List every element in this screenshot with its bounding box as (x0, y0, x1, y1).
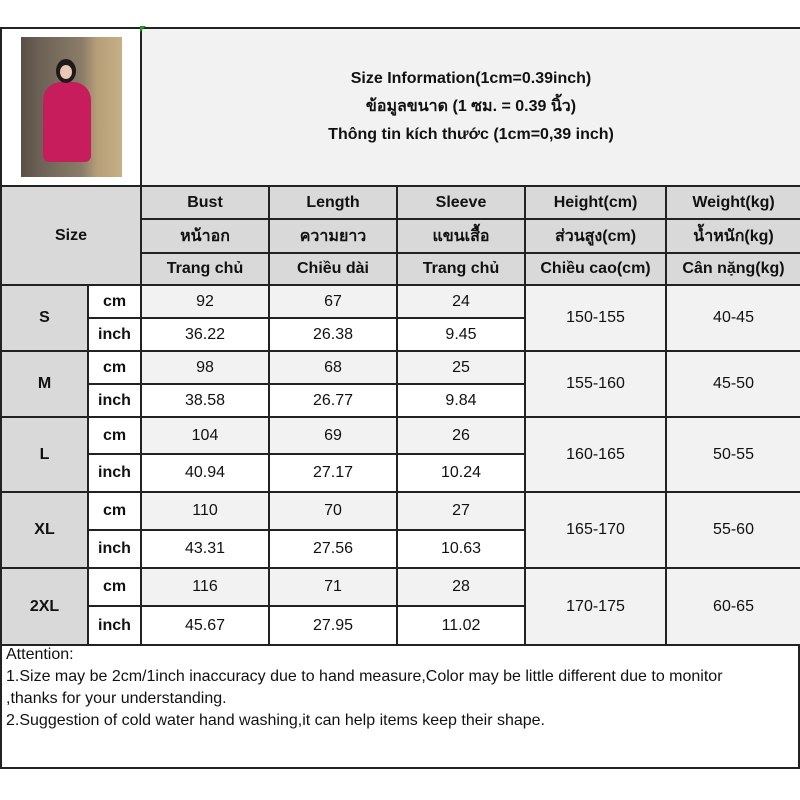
header-height: Chiều cao(cm) (524, 252, 667, 286)
sleeve-value: 11.02 (396, 605, 526, 646)
unit-label: inch (87, 453, 142, 493)
length-value: 27.56 (268, 529, 398, 569)
header-weight: Cân nặng(kg) (664, 252, 800, 286)
header-weight: Weight(kg) (664, 185, 800, 220)
length-value: 68 (268, 350, 398, 385)
header-sleeve: Sleeve (396, 185, 526, 220)
header-row: หน้าอก ความยาว แขนเสื้อ ส่วนสูง(cm) น้ำหนัก(… (1, 218, 800, 254)
unit-label: inch (87, 383, 142, 418)
bust-value: 116 (140, 567, 270, 607)
bust-value: 40.94 (140, 453, 270, 493)
length-value: 67 (268, 284, 398, 319)
size-chart-table: Size Information(1cm=0.39inch) ข้อมูลขนา… (0, 27, 800, 646)
unit-label: cm (87, 416, 142, 455)
weight-range: 50-55 (664, 416, 800, 493)
unit-label: inch (87, 529, 142, 569)
bust-value: 110 (140, 491, 270, 531)
weight-range: 55-60 (664, 491, 800, 569)
header-length: Length (268, 185, 398, 220)
attention-line: 2.Suggestion of cold water hand washing,… (6, 712, 545, 729)
product-photo-cell (0, 27, 142, 187)
size-label: L (0, 416, 89, 493)
unit-label: cm (87, 491, 142, 531)
weight-range: 45-50 (664, 350, 800, 418)
bust-value: 43.31 (140, 529, 270, 569)
height-range: 160-165 (524, 416, 667, 493)
sleeve-value: 10.63 (396, 529, 526, 569)
header-row: Trang chủ Chiều dài Trang chủ Chiều cao(cm)… (1, 252, 800, 286)
unit-label: cm (87, 567, 142, 607)
table-row: inch 36.22 26.38 9.45 (1, 317, 800, 352)
header-height: ส่วนสูง(cm) (524, 218, 667, 254)
unit-label: inch (87, 605, 142, 646)
sleeve-value: 27 (396, 491, 526, 531)
height-range: 170-175 (524, 567, 667, 646)
header-bust: Trang chủ (140, 252, 270, 286)
height-range: 165-170 (524, 491, 667, 569)
attention-notes: Attention: 1.Size may be 2cm/1inch inacc… (0, 644, 800, 769)
header-row: Size Bust Length Sleeve Height(cm) Weight(kg) (0, 185, 800, 286)
height-range: 150-155 (524, 284, 667, 352)
sleeve-value: 9.45 (396, 317, 526, 352)
table-row: inch 43.31 27.56 10.63 (1, 529, 800, 569)
title-thai: ข้อมูลขนาด (1 ซม. = 0.39 นิ้ว) (365, 98, 577, 115)
length-value: 26.38 (268, 317, 398, 352)
table-row: inch 45.67 27.95 11.02 (1, 605, 800, 646)
sleeve-value: 25 (396, 350, 526, 385)
attention-line: ,thanks for your understanding. (6, 690, 227, 707)
size-label: XL (0, 491, 89, 569)
attention-heading: Attention: (6, 646, 74, 663)
header-sleeve: แขนเสื้อ (396, 218, 526, 254)
attention-line: 1.Size may be 2cm/1inch inaccuracy due t… (6, 668, 723, 685)
unit-label: cm (87, 284, 142, 319)
sleeve-value: 26 (396, 416, 526, 455)
product-photo (20, 37, 122, 177)
sleeve-value: 24 (396, 284, 526, 319)
header-bust: หน้าอก (140, 218, 270, 254)
cell-marker (140, 26, 146, 32)
unit-label: inch (87, 317, 142, 352)
header-weight: น้ำหนัก(kg) (664, 218, 800, 254)
size-info-title: Size Information(1cm=0.39inch) ข้อมูลขนา… (139, 27, 800, 187)
size-header: Size (0, 185, 142, 286)
weight-range: 40-45 (664, 284, 800, 352)
bust-value: 45.67 (140, 605, 270, 646)
header-length: ความยาว (268, 218, 398, 254)
height-range: 155-160 (524, 350, 667, 418)
size-label: 2XL (0, 567, 89, 646)
header-sleeve: Trang chủ (396, 252, 526, 286)
unit-label: cm (87, 350, 142, 385)
bust-value: 36.22 (140, 317, 270, 352)
sleeve-value: 9.84 (396, 383, 526, 418)
table-row: XL cm 110 70 27 165-170 55-60 (0, 491, 800, 569)
length-value: 71 (268, 567, 398, 607)
sleeve-value: 10.24 (396, 453, 526, 493)
size-label: S (0, 284, 89, 352)
bust-value: 92 (140, 284, 270, 319)
table-row: inch 40.94 27.17 10.24 (1, 453, 800, 493)
length-value: 70 (268, 491, 398, 531)
title-english: Size Information(1cm=0.39inch) (350, 70, 592, 87)
bust-value: 104 (140, 416, 270, 455)
header-bust: Bust (140, 185, 270, 220)
title-vietnamese: Thông tin kích thước (1cm=0,39 inch) (328, 126, 614, 143)
table-row: inch 38.58 26.77 9.84 (1, 383, 800, 418)
length-value: 69 (268, 416, 398, 455)
size-label: M (0, 350, 89, 418)
header-height: Height(cm) (524, 185, 667, 220)
length-value: 26.77 (268, 383, 398, 418)
length-value: 27.17 (268, 453, 398, 493)
bust-value: 38.58 (140, 383, 270, 418)
length-value: 27.95 (268, 605, 398, 646)
header-length: Chiều dài (268, 252, 398, 286)
bust-value: 98 (140, 350, 270, 385)
sleeve-value: 28 (396, 567, 526, 607)
weight-range: 60-65 (664, 567, 800, 646)
table-row: 2XL cm 116 71 28 170-175 60-65 (0, 567, 800, 646)
